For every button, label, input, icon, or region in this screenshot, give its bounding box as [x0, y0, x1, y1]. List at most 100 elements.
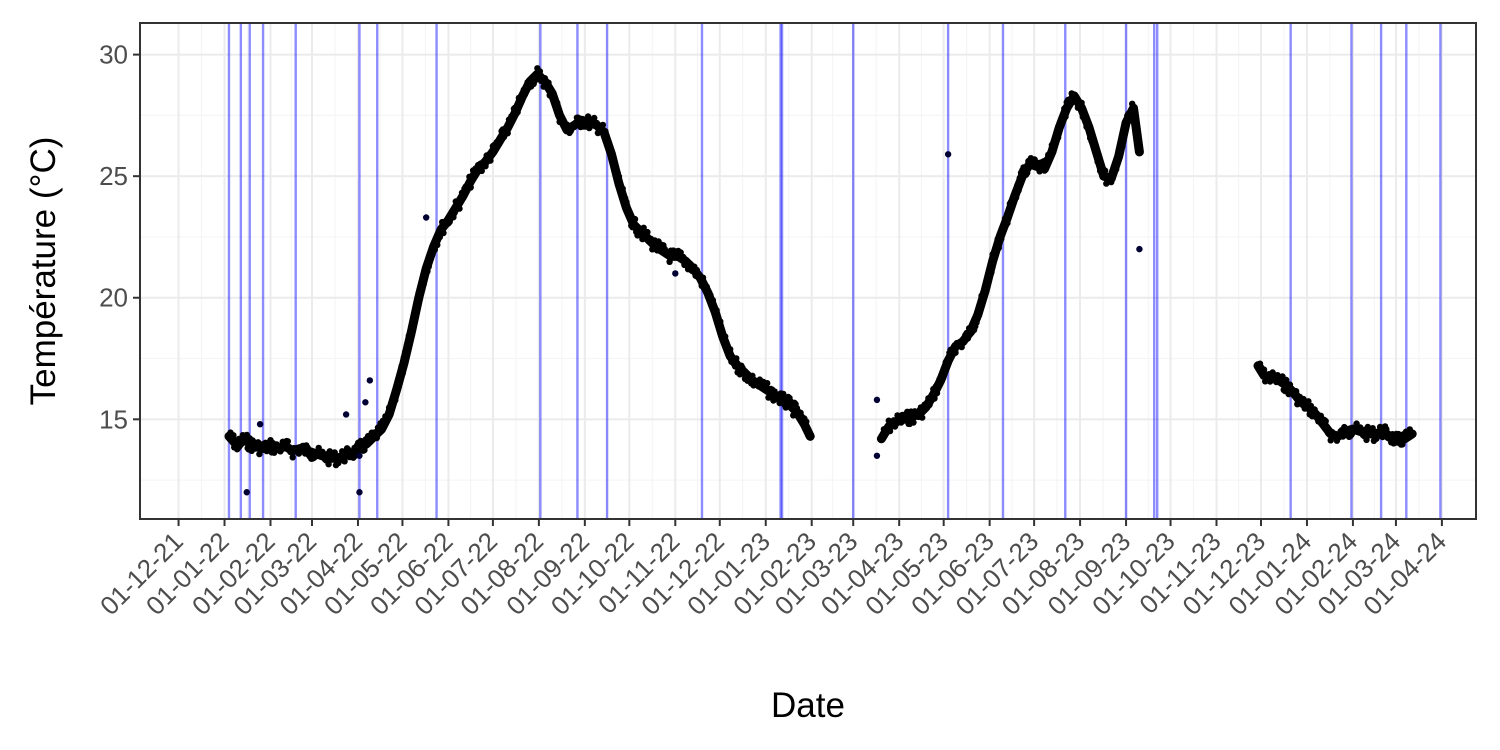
temperature-point	[392, 397, 399, 404]
temperature-point	[468, 176, 476, 183]
temperature-point	[1109, 175, 1116, 183]
temperature-point	[331, 449, 338, 456]
temperature-point	[446, 218, 453, 226]
temperature-point	[507, 118, 514, 125]
temperature-point	[615, 173, 623, 180]
temperature-point	[531, 77, 539, 84]
temperature-point	[986, 264, 994, 271]
temperature-point	[605, 140, 613, 147]
temperature-point	[771, 388, 778, 395]
temperature-point	[372, 429, 379, 436]
temperature-point	[707, 292, 714, 299]
temperature-point	[1260, 366, 1268, 373]
temperature-point	[586, 124, 593, 132]
temperature-point	[1120, 133, 1127, 140]
temperature-point	[393, 390, 400, 397]
y-tick-labels: 15 20 25 30	[99, 40, 128, 435]
temperature-point	[1390, 440, 1397, 447]
temperature-point	[1395, 430, 1402, 438]
temperature-point	[440, 229, 447, 237]
temperature-point	[995, 244, 1002, 252]
outlier-point	[366, 377, 374, 384]
outlier-point	[243, 489, 250, 496]
temperature-point	[1101, 167, 1109, 174]
temperature-point	[1057, 123, 1064, 130]
temperature-point	[709, 297, 717, 304]
temperature-point	[1292, 388, 1300, 395]
temperature-point	[1327, 437, 1334, 444]
temperature-point	[492, 144, 499, 151]
temperature-point	[1093, 152, 1100, 160]
temperature-point	[1095, 157, 1103, 164]
temperature-point	[1132, 113, 1139, 120]
temperature-point	[977, 304, 984, 311]
temperature-point	[727, 346, 734, 353]
temperature-point	[416, 295, 424, 302]
temperature-point	[1043, 158, 1051, 166]
temperature-point	[504, 130, 511, 137]
temperature-point	[560, 117, 567, 124]
temperature-point	[625, 209, 632, 216]
temperature-point	[482, 163, 489, 170]
temperature-point	[1399, 441, 1406, 448]
temperature-point	[731, 363, 739, 370]
temperature-point	[284, 438, 291, 445]
temperature-point	[413, 306, 420, 313]
outlier-point	[356, 452, 363, 459]
temperature-point	[722, 333, 729, 340]
temperature-point	[378, 427, 385, 434]
temperature-point	[703, 283, 710, 290]
temperature-point	[793, 405, 801, 412]
temperature-point	[467, 184, 474, 191]
temperature-point	[399, 370, 406, 377]
temperature-point	[1089, 135, 1096, 142]
temperature-point	[980, 289, 988, 296]
outlier-point	[1136, 245, 1143, 253]
temperature-point	[764, 380, 771, 387]
temperature-point	[1062, 113, 1069, 120]
temperature-point	[425, 263, 432, 270]
temperature-point	[941, 369, 948, 376]
temperature-point	[776, 399, 783, 407]
temperature-point	[1092, 147, 1099, 154]
temperature-point	[1134, 129, 1141, 136]
temperature-point	[1061, 105, 1068, 112]
temperature-point	[488, 151, 495, 158]
temperature-point	[1036, 168, 1043, 175]
temperature-point	[958, 343, 965, 351]
temperature-points	[225, 65, 813, 469]
temperature-point	[803, 418, 810, 425]
panel-border	[139, 22, 1477, 520]
outlier-point	[873, 452, 881, 459]
temperature-point	[749, 372, 756, 379]
temperature-point	[1113, 166, 1120, 173]
temperature-point	[1407, 429, 1415, 436]
temperature-point	[325, 461, 332, 468]
temperature-point	[1085, 123, 1093, 131]
outlier-point	[672, 270, 679, 277]
outlier-point	[256, 420, 264, 428]
temperature-point	[780, 390, 787, 398]
temperature-point	[1052, 139, 1059, 147]
temperature-point	[717, 318, 724, 325]
temperature-point	[998, 235, 1005, 243]
temperature-point	[551, 94, 558, 101]
temperature-point	[521, 91, 529, 98]
temperature-point	[999, 228, 1006, 235]
temperature-point	[1078, 99, 1085, 107]
temperature-point	[1014, 182, 1021, 189]
temperature-point	[1135, 143, 1142, 150]
temperature-point	[252, 445, 259, 452]
temperature-point	[919, 414, 926, 421]
temperature-point	[256, 450, 263, 458]
temperature-point	[974, 315, 981, 322]
temperature-point	[1342, 425, 1349, 432]
temperature-points	[1254, 360, 1415, 448]
temperature-point	[733, 355, 740, 362]
temperature-point	[420, 280, 427, 288]
temperature-point	[1129, 100, 1136, 108]
temperature-point	[1050, 148, 1057, 155]
temperature-point	[609, 152, 616, 159]
temperature-point	[516, 98, 524, 106]
outlier-point	[362, 399, 369, 406]
